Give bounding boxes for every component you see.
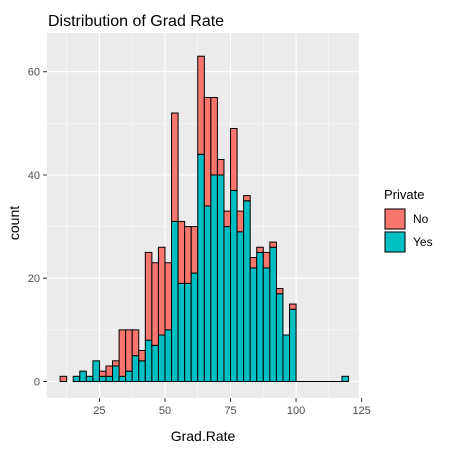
bar-no (203, 97, 212, 207)
bar-yes (223, 226, 232, 382)
bar-yes (262, 267, 271, 382)
x-tick-label: 50 (159, 405, 171, 417)
bar-yes (171, 220, 179, 382)
bar-yes (184, 282, 192, 382)
x-tick-label: 25 (93, 405, 105, 417)
bar-yes (72, 375, 81, 382)
bar-no (164, 262, 173, 331)
bar-yes (79, 370, 87, 382)
y-tick-label: 20 (28, 273, 40, 285)
bar-no (190, 226, 199, 274)
legend-swatch-no (384, 208, 406, 230)
x-tick-label: 75 (224, 405, 236, 417)
bar-no (157, 246, 166, 336)
legend-label-yes: Yes (413, 235, 433, 249)
bar-no (249, 257, 258, 269)
bar-yes (190, 272, 199, 382)
bar-no (131, 329, 140, 357)
bar-no (98, 370, 107, 377)
bar-no (125, 329, 133, 372)
bar-yes (118, 375, 127, 382)
bar-no (118, 329, 127, 377)
bar-no (256, 246, 264, 253)
bar-yes (256, 251, 264, 382)
bar-yes (275, 293, 284, 382)
bar-yes (131, 355, 140, 382)
bar-no (269, 241, 277, 248)
bar-no (171, 112, 179, 222)
bar-yes (164, 329, 173, 382)
x-tick-label: 125 (352, 405, 370, 417)
bar-no (262, 251, 271, 269)
bar-no (197, 55, 205, 155)
legend-title: Private (384, 187, 424, 202)
y-axis-title: count (6, 206, 22, 240)
bar-no (243, 195, 251, 202)
bar-no (275, 288, 284, 295)
y-tick-label: 40 (28, 170, 40, 182)
bar-no (151, 262, 159, 346)
legend: Private No Yes (384, 187, 433, 253)
x-axis-title: Grad.Rate (171, 428, 236, 444)
bar-no (138, 350, 146, 362)
bar-yes (125, 370, 133, 382)
bar-yes (197, 153, 205, 382)
bar-yes (203, 205, 212, 382)
bar-yes (269, 246, 277, 382)
x-tick-label: 100 (287, 405, 305, 417)
bar-no (289, 303, 297, 310)
bar-yes (85, 375, 94, 382)
y-tick-label: 0 (34, 376, 40, 388)
bar-no (184, 226, 192, 284)
bar-yes (243, 200, 251, 382)
bar-no (230, 128, 238, 191)
bar-no (236, 210, 245, 233)
bar-yes (144, 339, 153, 382)
chart-title: Distribution of Grad Rate (48, 13, 224, 30)
bar-yes (105, 375, 114, 382)
legend-label-no: No (413, 212, 429, 226)
bar-yes (112, 365, 120, 382)
bar-yes (151, 344, 159, 382)
bar-yes (282, 334, 291, 382)
bar-yes (216, 174, 225, 382)
bar-yes (230, 189, 238, 382)
bar-yes (210, 174, 218, 382)
bar-no (144, 251, 153, 341)
bar-yes (236, 231, 245, 382)
bar-no (216, 158, 225, 176)
legend-swatch-yes (384, 231, 406, 253)
bar-no (210, 97, 218, 176)
bar-yes (138, 360, 146, 382)
bar-no (112, 360, 120, 367)
bar-no (177, 220, 186, 284)
bar-yes (177, 282, 186, 382)
bar-yes (249, 267, 258, 382)
y-tick-label: 60 (28, 67, 40, 79)
bar-yes (341, 375, 350, 382)
bar-yes (289, 308, 297, 382)
axes-group: 0 20 40 60 25 50 75 100 125 (28, 67, 371, 417)
bar-yes (157, 334, 166, 382)
bar-yes (98, 375, 107, 382)
bar-no (105, 365, 114, 377)
bar-yes (92, 360, 100, 382)
bar-no (59, 375, 68, 382)
bar-no (223, 210, 232, 228)
bars-group (59, 55, 350, 382)
